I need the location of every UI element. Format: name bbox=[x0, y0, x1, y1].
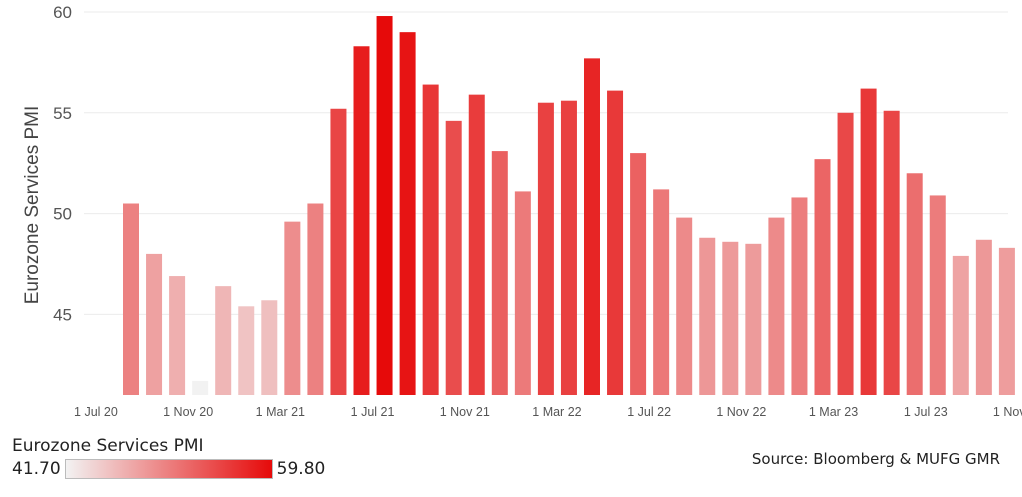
x-tick-label: 1 Mar 23 bbox=[809, 405, 858, 419]
source-note: Source: Bloomberg & MUFG GMR bbox=[751, 450, 1000, 468]
bar bbox=[422, 84, 439, 395]
bar bbox=[630, 153, 647, 395]
bar bbox=[860, 88, 877, 395]
x-tick-label: 1 Mar 22 bbox=[532, 405, 581, 419]
bar bbox=[537, 102, 554, 396]
x-tick-label: 1 Mar 21 bbox=[256, 405, 305, 419]
x-tick-label: 1 Nov 22 bbox=[716, 405, 766, 419]
bar bbox=[998, 247, 1015, 395]
y-axis-label: Eurozone Services PMI bbox=[22, 106, 43, 305]
bar bbox=[722, 241, 739, 395]
bar bbox=[745, 243, 762, 395]
bar bbox=[146, 253, 163, 395]
bar bbox=[261, 300, 278, 395]
y-tick-label: 55 bbox=[53, 104, 72, 123]
bar bbox=[814, 159, 831, 395]
bar bbox=[906, 173, 923, 395]
bar bbox=[837, 112, 854, 395]
bar bbox=[468, 94, 485, 395]
bar bbox=[699, 237, 716, 395]
x-tick-labels: 1 Jul 20 1 Nov 20 1 Mar 21 1 Jul 21 1 Nov 21… bbox=[74, 405, 1022, 419]
bar bbox=[560, 100, 577, 396]
legend-gradient-bar bbox=[64, 459, 273, 479]
bar bbox=[284, 221, 301, 395]
bar bbox=[376, 16, 393, 395]
bar bbox=[607, 90, 624, 396]
bar bbox=[676, 217, 693, 395]
bar bbox=[215, 286, 232, 395]
bar bbox=[192, 380, 209, 395]
bar bbox=[952, 255, 969, 395]
bar bbox=[768, 217, 785, 395]
bar bbox=[399, 32, 416, 395]
x-tick-label: 1 Jul 20 bbox=[74, 405, 118, 419]
bar bbox=[307, 203, 324, 395]
bar bbox=[514, 191, 531, 395]
x-tick-label: 1 Jul 23 bbox=[904, 405, 948, 419]
legend-min-label: 41.70 bbox=[12, 459, 61, 479]
x-tick-label: 1 Nov 20 bbox=[163, 405, 213, 419]
bar bbox=[169, 276, 186, 395]
legend-max-label: 59.80 bbox=[276, 459, 326, 479]
bar bbox=[330, 108, 347, 395]
bar bbox=[975, 239, 992, 395]
bar bbox=[491, 151, 508, 395]
bar bbox=[584, 58, 600, 395]
y-tick-labels: 45 50 55 60 bbox=[53, 3, 72, 324]
bar bbox=[653, 189, 670, 395]
bar bbox=[791, 197, 808, 395]
y-tick-label: 45 bbox=[53, 305, 72, 324]
bar bbox=[929, 195, 946, 395]
bar bbox=[353, 46, 370, 395]
bar bbox=[238, 306, 255, 395]
x-tick-label: 1 Jul 22 bbox=[627, 405, 671, 419]
y-tick-label: 60 bbox=[53, 3, 72, 22]
bars bbox=[123, 16, 1015, 396]
x-tick-label: 1 Nov 23 bbox=[993, 405, 1022, 419]
bar bbox=[123, 203, 139, 395]
color-legend: Eurozone Services PMI 41.70 59.80 bbox=[12, 436, 325, 479]
x-tick-label: 1 Nov 21 bbox=[440, 405, 490, 419]
x-tick-label: 1 Jul 21 bbox=[351, 405, 395, 419]
legend-title: Eurozone Services PMI bbox=[12, 436, 204, 456]
bar bbox=[883, 110, 900, 395]
y-tick-label: 50 bbox=[53, 205, 72, 224]
bar bbox=[445, 120, 462, 395]
